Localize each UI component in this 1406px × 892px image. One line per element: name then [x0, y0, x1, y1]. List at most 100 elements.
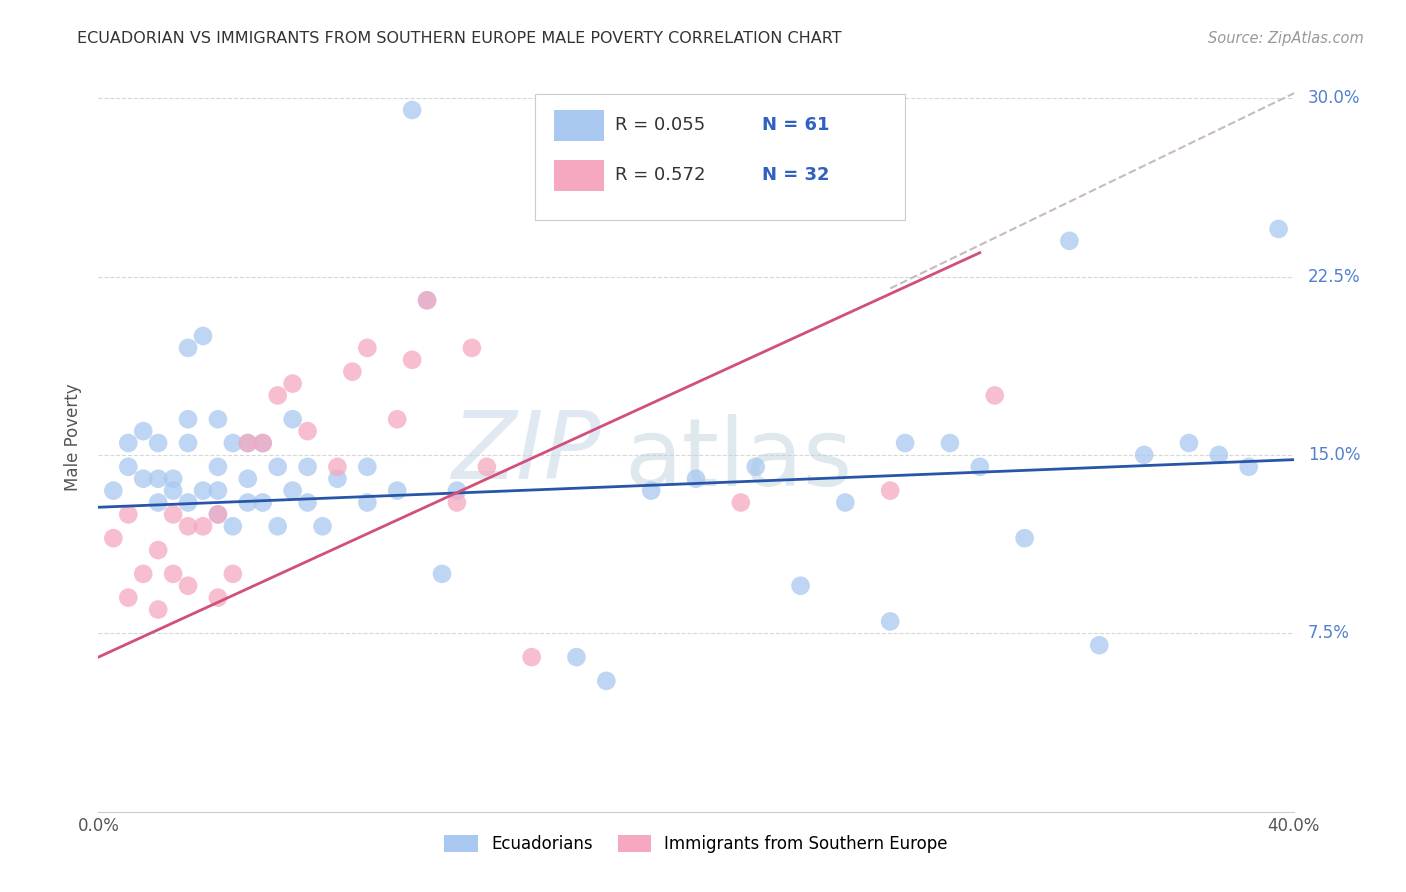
Text: N = 61: N = 61 [762, 116, 830, 134]
FancyBboxPatch shape [554, 160, 605, 191]
Point [252, 436, 274, 450]
Point [401, 352, 423, 367]
Point [162, 566, 184, 581]
Point [177, 495, 200, 509]
Point [177, 519, 200, 533]
Point [252, 436, 274, 450]
Text: 7.5%: 7.5% [1308, 624, 1350, 642]
Point [446, 495, 468, 509]
Point [207, 483, 229, 498]
Point [879, 615, 901, 629]
Text: 22.5%: 22.5% [1308, 268, 1361, 285]
Point [685, 472, 707, 486]
Point [207, 508, 229, 522]
Point [148, 495, 170, 509]
Point [1088, 638, 1111, 652]
Point [177, 341, 200, 355]
Point [132, 472, 155, 486]
Point [132, 424, 155, 438]
Text: atlas: atlas [624, 414, 852, 506]
Point [939, 436, 962, 450]
Y-axis label: Male Poverty: Male Poverty [65, 384, 83, 491]
Point [281, 412, 304, 426]
Point [1267, 222, 1289, 236]
Point [356, 495, 378, 509]
Point [1237, 459, 1260, 474]
Point [342, 365, 364, 379]
Point [385, 412, 409, 426]
Point [1014, 531, 1036, 545]
Point [969, 459, 991, 474]
Point [1059, 234, 1081, 248]
Point [879, 483, 901, 498]
Point [191, 483, 214, 498]
Point [281, 483, 304, 498]
Text: R = 0.572: R = 0.572 [614, 166, 706, 184]
Point [117, 591, 139, 605]
Point [401, 103, 423, 117]
Point [162, 483, 184, 498]
Point [356, 341, 378, 355]
Point [207, 459, 229, 474]
Point [297, 424, 319, 438]
Text: ZIP: ZIP [451, 407, 600, 498]
Point [252, 495, 274, 509]
Text: 30.0%: 30.0% [1308, 89, 1361, 107]
Point [148, 602, 170, 616]
Text: Source: ZipAtlas.com: Source: ZipAtlas.com [1208, 31, 1364, 46]
Point [222, 519, 245, 533]
Point [385, 483, 409, 498]
Point [356, 459, 378, 474]
Point [222, 436, 245, 450]
Point [267, 459, 290, 474]
Point [595, 673, 617, 688]
Point [326, 459, 349, 474]
FancyBboxPatch shape [534, 94, 905, 219]
Point [730, 495, 752, 509]
Point [789, 579, 811, 593]
Point [236, 495, 259, 509]
Text: N = 32: N = 32 [762, 166, 830, 184]
Point [222, 566, 245, 581]
Point [132, 566, 155, 581]
Point [311, 519, 333, 533]
Point [177, 579, 200, 593]
Point [446, 483, 468, 498]
Point [1178, 436, 1201, 450]
Point [117, 436, 139, 450]
Point [177, 436, 200, 450]
Point [207, 591, 229, 605]
Point [267, 519, 290, 533]
Point [236, 436, 259, 450]
Point [281, 376, 304, 391]
Point [148, 543, 170, 558]
Legend: Ecuadorians, Immigrants from Southern Europe: Ecuadorians, Immigrants from Southern Eu… [437, 828, 955, 860]
Point [162, 472, 184, 486]
Point [475, 459, 498, 474]
Point [117, 508, 139, 522]
Point [117, 459, 139, 474]
Point [1133, 448, 1156, 462]
Point [1208, 448, 1230, 462]
Point [984, 388, 1007, 402]
Point [297, 495, 319, 509]
Point [640, 483, 662, 498]
Point [103, 531, 125, 545]
Point [103, 483, 125, 498]
Point [207, 508, 229, 522]
Point [416, 293, 439, 308]
Text: 15.0%: 15.0% [1308, 446, 1361, 464]
Point [894, 436, 917, 450]
Point [430, 566, 453, 581]
Point [191, 519, 214, 533]
Text: R = 0.055: R = 0.055 [614, 116, 704, 134]
Point [461, 341, 484, 355]
Point [236, 436, 259, 450]
Point [191, 329, 214, 343]
Point [297, 459, 319, 474]
Point [745, 459, 768, 474]
Point [236, 472, 259, 486]
Point [326, 472, 349, 486]
Point [148, 436, 170, 450]
Point [416, 293, 439, 308]
